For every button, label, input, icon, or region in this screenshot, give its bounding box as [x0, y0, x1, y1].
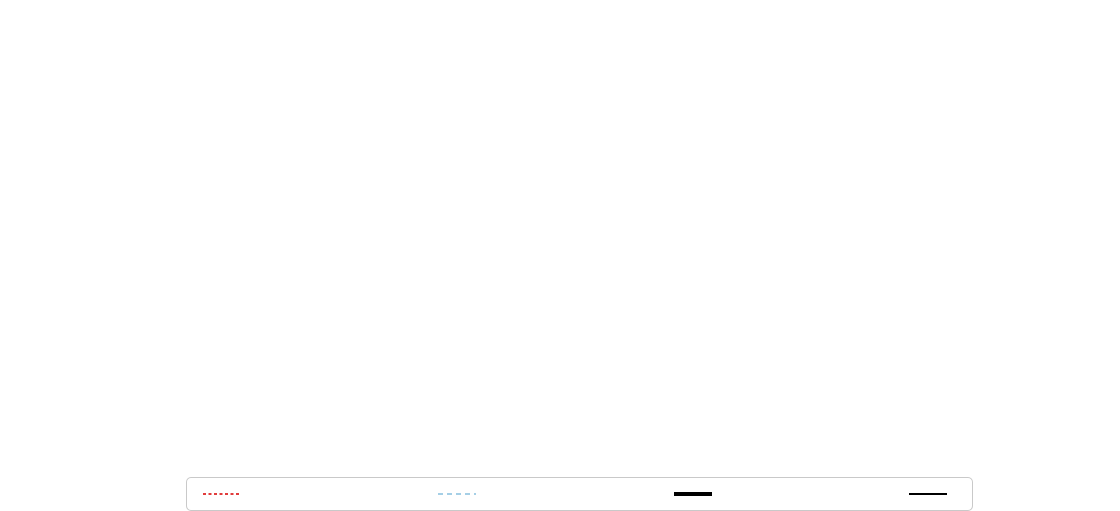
mediana-line-sample-icon	[673, 492, 712, 496]
percentil5-line-sample-icon	[438, 493, 477, 495]
legend-item-percentil95	[203, 493, 250, 495]
legend-item-percentil5	[438, 493, 485, 495]
tmedia2025-line-sample-icon	[908, 493, 947, 495]
legend-item-mediana	[673, 492, 721, 496]
legend-item-tmedia2025	[908, 493, 956, 495]
legend	[186, 477, 973, 511]
percentil95-line-sample-icon	[203, 493, 241, 495]
